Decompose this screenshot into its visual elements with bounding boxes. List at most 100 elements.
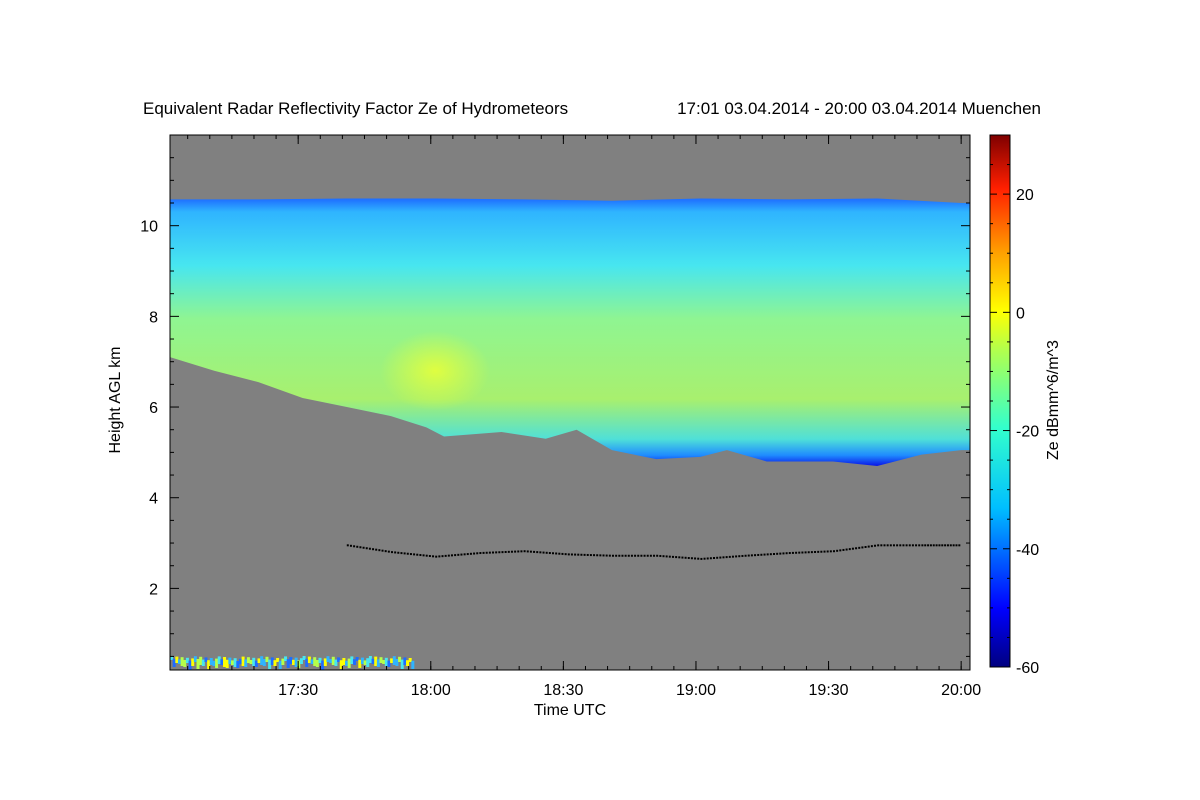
colorbar-tick-label: 0: [1016, 305, 1025, 322]
melting-layer-dot: [375, 548, 378, 551]
melting-layer-dot: [958, 544, 961, 547]
melting-layer-dot: [728, 555, 731, 558]
melting-layer-dot: [596, 554, 599, 557]
melting-layer-dot: [858, 546, 861, 549]
melting-layer-dot: [580, 553, 583, 556]
clutter-mark: [225, 659, 229, 668]
melting-layer-dot: [864, 546, 867, 549]
clutter-mark: [368, 656, 372, 663]
melting-layer-dot: [656, 554, 659, 557]
clutter-mark: [342, 658, 346, 665]
melting-layer-dot: [469, 552, 472, 555]
clutter-mark: [326, 656, 330, 662]
melting-layer-dot: [861, 546, 864, 549]
melting-layer-dot: [356, 545, 359, 548]
clutter-mark: [400, 659, 404, 669]
melting-layer-dot: [935, 544, 938, 547]
clutter-mark: [230, 660, 234, 665]
melting-layer-dot: [473, 552, 476, 555]
clutter-mark: [260, 656, 264, 665]
clutter-mark: [403, 657, 407, 665]
melting-layer-dot: [735, 555, 738, 558]
melting-layer-dot: [501, 551, 504, 554]
clutter-mark: [408, 658, 412, 662]
melting-layer-dot: [400, 552, 403, 555]
melting-layer-dot: [649, 554, 652, 557]
colorbar-tick-label: -60: [1016, 660, 1039, 677]
melting-layer-dot: [836, 549, 839, 552]
melting-layer-dot: [716, 556, 719, 559]
melting-layer-dot: [807, 551, 810, 554]
melting-layer-dot: [542, 551, 545, 554]
clutter-mark: [284, 656, 288, 661]
clutter-mark: [191, 658, 195, 666]
melting-layer-dot: [918, 544, 921, 547]
melting-layer-dot: [498, 551, 501, 554]
melting-layer-dot: [938, 544, 941, 547]
clutter-mark: [185, 657, 189, 663]
clutter-mark: [278, 660, 282, 669]
melting-layer-dot: [675, 556, 678, 559]
melting-layer-dot: [441, 555, 444, 558]
melting-layer-dot: [684, 556, 687, 559]
melting-layer-dot: [602, 554, 605, 557]
y-tick-label: 4: [149, 491, 158, 508]
melting-layer-dot: [703, 557, 706, 560]
melting-layer-dot: [520, 550, 523, 553]
melting-layer-dot: [668, 555, 671, 558]
melting-layer-dot: [867, 545, 870, 548]
melting-layer-dot: [955, 544, 958, 547]
melting-layer-dot: [413, 553, 416, 556]
melting-layer-dot: [394, 551, 397, 554]
clutter-mark: [294, 657, 298, 667]
melting-layer-dot: [915, 544, 918, 547]
clutter-mark: [318, 657, 322, 663]
melting-layer-dot: [593, 554, 596, 557]
melting-layer-dot: [678, 556, 681, 559]
clutter-mark: [398, 656, 402, 662]
clutter-mark: [180, 657, 184, 666]
melting-layer-dot: [378, 549, 381, 552]
melting-layer-dot: [589, 554, 592, 557]
clutter-mark: [257, 658, 261, 663]
melting-layer-dot: [640, 554, 643, 557]
colorbar-axis: 20 0 -20 -40 -60: [990, 134, 1039, 677]
melting-layer-dot: [949, 544, 952, 547]
melting-layer-dot: [482, 551, 485, 554]
melting-layer-dot: [776, 552, 779, 555]
melting-layer-dot: [757, 553, 760, 556]
melting-layer-dot: [567, 553, 570, 556]
clutter-mark: [220, 659, 224, 665]
melting-layer-dot: [485, 551, 488, 554]
melting-layer-dot: [510, 550, 513, 553]
melting-layer-dot: [425, 554, 428, 557]
y-tick-label: 10: [140, 219, 158, 236]
clutter-mark: [196, 659, 200, 669]
clutter-mark: [366, 658, 370, 667]
clutter-mark: [392, 656, 396, 665]
melting-layer-dot: [952, 544, 955, 547]
melting-layer-dot: [523, 550, 526, 553]
melting-layer-dot: [444, 554, 447, 557]
melting-layer-dot: [779, 552, 782, 555]
clutter-mark: [252, 657, 256, 666]
melting-layer-dot: [754, 554, 757, 557]
clutter-mark: [268, 659, 272, 669]
clutter-mark: [337, 657, 341, 662]
melting-layer-dot: [353, 545, 356, 548]
melting-layer-dot: [539, 551, 542, 554]
melting-layer-dot: [615, 554, 618, 557]
melting-layer-dot: [507, 550, 510, 553]
clutter-mark: [249, 660, 253, 664]
cloud-echo-layer: [170, 198, 970, 466]
melting-layer-dot: [855, 547, 858, 550]
melting-layer-dot: [839, 549, 842, 552]
melting-layer-dot: [826, 550, 829, 553]
clutter-mark: [215, 658, 219, 668]
melting-layer-dot: [738, 555, 741, 558]
clutter-mark: [241, 656, 245, 666]
melting-layer-dot: [946, 544, 949, 547]
clutter-mark: [387, 660, 391, 667]
melting-layer-dot: [801, 551, 804, 554]
melting-layer-dot: [416, 553, 419, 556]
